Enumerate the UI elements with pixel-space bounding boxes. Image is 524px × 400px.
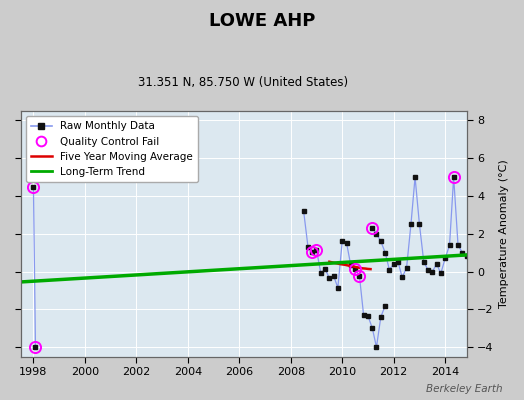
Title: 31.351 N, 85.750 W (United States): 31.351 N, 85.750 W (United States) xyxy=(138,76,348,89)
Text: LOWE AHP: LOWE AHP xyxy=(209,12,315,30)
Legend: Raw Monthly Data, Quality Control Fail, Five Year Moving Average, Long-Term Tren: Raw Monthly Data, Quality Control Fail, … xyxy=(26,116,198,182)
Text: Berkeley Earth: Berkeley Earth xyxy=(427,384,503,394)
Y-axis label: Temperature Anomaly (°C): Temperature Anomaly (°C) xyxy=(499,160,509,308)
